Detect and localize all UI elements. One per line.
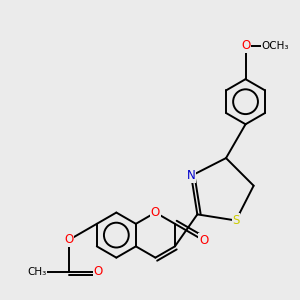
Text: O: O — [199, 234, 208, 247]
Text: OCH₃: OCH₃ — [261, 41, 289, 51]
Text: O: O — [94, 266, 103, 278]
Text: O: O — [151, 206, 160, 219]
Text: CH₃: CH₃ — [27, 267, 47, 277]
Text: O: O — [64, 233, 74, 246]
Text: N: N — [187, 169, 196, 182]
Text: O: O — [241, 40, 250, 52]
Text: S: S — [232, 214, 240, 227]
